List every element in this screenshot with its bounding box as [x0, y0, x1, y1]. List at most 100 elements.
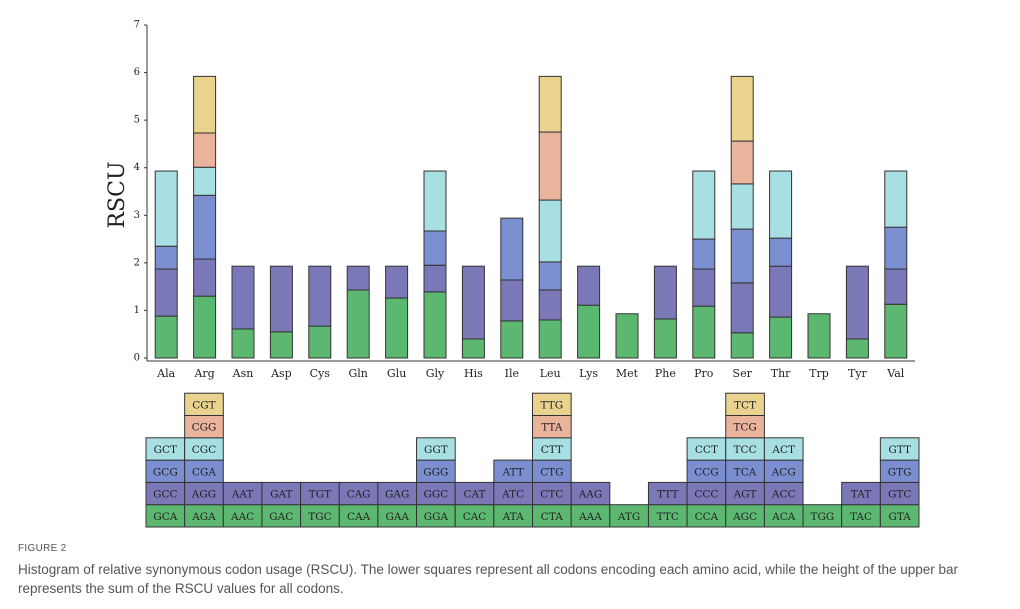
- codon-label: GTT: [888, 444, 911, 456]
- codon-label: ATT: [502, 466, 524, 478]
- bar-segment: [538, 261, 562, 291]
- codon-label: CCC: [694, 489, 718, 501]
- codon-label: TAT: [851, 489, 871, 501]
- codon-label: CCG: [694, 466, 718, 478]
- x-tick-label: Gln: [349, 367, 368, 380]
- bar-segment: [845, 338, 869, 359]
- codon-label: ACT: [771, 444, 795, 456]
- bar-segment: [730, 75, 754, 142]
- codon-label: CGG: [192, 422, 217, 434]
- bar-segment: [193, 75, 217, 134]
- codon-label: AGC: [732, 511, 757, 523]
- bar-segment: [385, 265, 409, 299]
- bar-segment: [653, 265, 677, 320]
- bar-segment: [807, 313, 831, 359]
- bar-segment: [193, 295, 217, 359]
- bar-segment: [769, 170, 793, 239]
- codon-label: ACA: [771, 511, 796, 523]
- codon-label: GCC: [153, 489, 177, 501]
- x-tick-label: Ile: [505, 367, 519, 380]
- bar-segment: [845, 265, 869, 340]
- y-tick-label: 4: [134, 162, 140, 173]
- x-tick-label: Ser: [733, 367, 753, 380]
- bar-segment: [692, 305, 716, 359]
- codon-label: ATG: [617, 511, 640, 523]
- bar-segment: [346, 265, 370, 291]
- bar-segment: [423, 170, 447, 232]
- codon-label: GCG: [153, 466, 178, 478]
- codon-label: TGT: [309, 489, 331, 501]
- codon-label: ATA: [502, 511, 524, 523]
- codon-label: GCA: [153, 511, 177, 523]
- y-tick-label: 2: [134, 257, 140, 268]
- codon-cell: [416, 437, 456, 461]
- bar-segment: [193, 132, 217, 168]
- codon-cell: [532, 392, 572, 417]
- bar-segment: [538, 75, 562, 133]
- caption: Histogram of relative synonymous codon u…: [18, 562, 959, 596]
- bar-segment: [692, 238, 716, 270]
- codon-label: CCT: [695, 444, 718, 456]
- codon-label: CTG: [540, 466, 563, 478]
- bar-segment: [193, 258, 217, 297]
- x-tick-label: Met: [616, 367, 639, 380]
- x-tick-label: Ala: [156, 367, 175, 380]
- bar-segment: [193, 166, 217, 196]
- bar-segment: [538, 199, 562, 263]
- y-tick-label: 7: [134, 20, 140, 31]
- codon-cell: [879, 437, 920, 461]
- bar-segment: [423, 291, 447, 359]
- codon-label: TCT: [734, 399, 756, 411]
- bar-segment: [154, 268, 178, 317]
- bar-segment: [154, 245, 178, 270]
- codon-label: CGA: [192, 466, 216, 478]
- bar-segment: [692, 268, 716, 307]
- codon-label: AAT: [231, 489, 254, 501]
- bar-segment: [461, 265, 485, 340]
- bar-segment: [154, 170, 178, 247]
- codon-label: CAA: [347, 511, 371, 523]
- codon-label: TCC: [734, 444, 757, 456]
- codon-label: CCA: [695, 511, 719, 523]
- codon-label: GGC: [423, 489, 448, 501]
- codon-label: TGG: [810, 511, 834, 523]
- codon-label: GTC: [888, 489, 911, 501]
- codon-label: TCA: [734, 466, 757, 478]
- codon-label: ACC: [771, 489, 796, 501]
- x-tick-label: Thr: [771, 367, 791, 380]
- codon-label: TAC: [850, 511, 872, 523]
- codon-label: CGT: [192, 399, 215, 411]
- codon-label: GAG: [385, 489, 409, 501]
- codon-label: TTC: [657, 511, 679, 523]
- codon-cell: [184, 392, 224, 417]
- codon-label: AAA: [578, 511, 602, 523]
- bar-segment: [730, 332, 754, 359]
- y-tick-label: 1: [134, 305, 140, 316]
- bar-segment: [730, 282, 754, 334]
- codon-label: GAT: [270, 489, 292, 501]
- bar-segment: [884, 226, 908, 270]
- bar-segment: [653, 318, 677, 359]
- x-tick-label: Asp: [270, 367, 292, 380]
- codon-label: TTG: [541, 399, 564, 411]
- codon-cell: [763, 437, 804, 461]
- x-tick-label: Cys: [310, 367, 331, 380]
- bar-segment: [423, 230, 447, 266]
- bar-segment: [231, 328, 255, 359]
- bar-segment: [231, 265, 255, 330]
- codon-label: AGT: [733, 489, 757, 501]
- bar-segment: [308, 325, 332, 359]
- codon-label: GAC: [269, 511, 293, 523]
- x-tick-label: Tyr: [848, 367, 868, 380]
- bar-segment: [615, 313, 639, 359]
- x-tick-label: Trp: [809, 367, 829, 380]
- bar-segment: [692, 170, 716, 240]
- codon-label: TTT: [657, 489, 678, 501]
- bar-segment: [154, 315, 178, 359]
- codon-label: TCG: [733, 422, 756, 434]
- bar-segment: [193, 194, 217, 260]
- figure-label: FIGURE 2: [18, 543, 67, 554]
- codon-label: AAG: [578, 489, 603, 501]
- bar-segment: [500, 279, 524, 322]
